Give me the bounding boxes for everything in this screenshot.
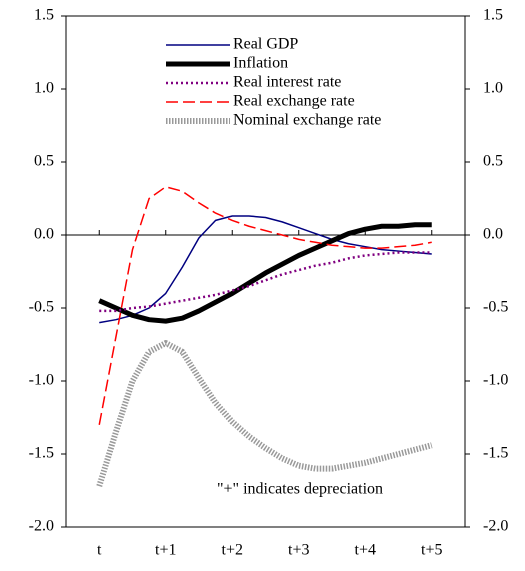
y2-tick-label: 0.0 [483,226,503,243]
legend-label: Real exchange rate [233,93,355,110]
y-tick-label: -1.5 [29,445,54,462]
y-tick-label: -2.0 [29,518,54,535]
y-tick-label: 1.5 [34,7,54,24]
x-tick-label: t+5 [421,542,442,559]
y2-tick-label: 0.5 [483,153,503,170]
series-line [98,186,432,425]
x-tick-label: t+4 [355,542,376,559]
annotation: "+" indicates depreciation [217,481,383,498]
x-tick-label: t [97,542,102,559]
y2-tick-label: -1.0 [483,372,508,389]
series-line [99,215,432,324]
x-tick-label: t+1 [155,542,176,559]
y2-tick-label: 1.5 [483,7,503,24]
x-tick-label: t+3 [288,542,309,559]
series-line [99,251,432,313]
legend-label: Real GDP [233,36,298,53]
y-tick-label: -0.5 [29,299,54,316]
legend-label: Real interest rate [233,74,341,91]
legend-label: Nominal exchange rate [233,112,381,129]
y-tick-label: -1.0 [29,372,54,389]
legend-label: Inflation [233,55,288,72]
series-line [96,340,433,488]
y2-tick-label: -2.0 [483,518,508,535]
y2-tick-label: 1.0 [483,80,503,97]
x-tick-label: t+2 [222,542,243,559]
plot-frame [65,15,466,528]
y2-tick-label: -0.5 [483,299,508,316]
y-tick-label: 1.0 [34,80,54,97]
series-line [98,222,432,324]
y2-tick-label: -1.5 [483,445,508,462]
y-tick-label: 0.5 [34,153,54,170]
y-tick-label: 0.0 [34,226,54,243]
